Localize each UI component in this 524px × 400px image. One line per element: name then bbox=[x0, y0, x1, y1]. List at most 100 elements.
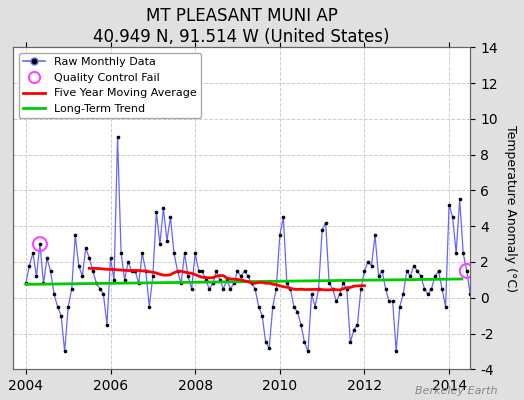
Point bbox=[261, 339, 270, 346]
Point bbox=[431, 273, 439, 280]
Point bbox=[131, 268, 139, 274]
Point bbox=[445, 202, 453, 208]
Point bbox=[85, 255, 94, 262]
Point bbox=[335, 291, 344, 297]
Point bbox=[286, 286, 294, 292]
Text: Berkeley Earth: Berkeley Earth bbox=[416, 386, 498, 396]
Point bbox=[269, 304, 277, 310]
Title: MT PLEASANT MUNI AP
40.949 N, 91.514 W (United States): MT PLEASANT MUNI AP 40.949 N, 91.514 W (… bbox=[93, 7, 390, 46]
Point bbox=[353, 322, 362, 328]
Point bbox=[163, 237, 171, 244]
Point bbox=[226, 286, 235, 292]
Point bbox=[156, 241, 164, 247]
Point bbox=[424, 291, 432, 297]
Point bbox=[325, 280, 333, 287]
Point bbox=[402, 268, 411, 274]
Point bbox=[223, 277, 231, 283]
Point bbox=[43, 255, 51, 262]
Point bbox=[106, 255, 115, 262]
Point bbox=[53, 304, 62, 310]
Point bbox=[410, 262, 418, 269]
Point bbox=[512, 309, 520, 315]
Point bbox=[297, 322, 305, 328]
Y-axis label: Temperature Anomaly (°C): Temperature Anomaly (°C) bbox=[504, 125, 517, 292]
Point bbox=[314, 286, 323, 292]
Point bbox=[32, 273, 41, 280]
Point bbox=[219, 286, 227, 292]
Point bbox=[78, 273, 86, 280]
Point bbox=[452, 250, 461, 256]
Point bbox=[177, 280, 185, 287]
Point bbox=[205, 286, 213, 292]
Point bbox=[381, 286, 390, 292]
Point bbox=[406, 273, 414, 280]
Point bbox=[279, 214, 288, 220]
Point bbox=[241, 268, 249, 274]
Point bbox=[251, 286, 259, 292]
Point bbox=[247, 280, 256, 287]
Point bbox=[202, 277, 210, 283]
Point bbox=[209, 280, 217, 287]
Point bbox=[361, 268, 369, 274]
Point bbox=[99, 291, 107, 297]
Point bbox=[159, 205, 168, 212]
Point bbox=[96, 286, 104, 292]
Point bbox=[396, 304, 404, 310]
Point bbox=[29, 250, 37, 256]
Point bbox=[311, 304, 319, 310]
Point bbox=[103, 322, 111, 328]
Point bbox=[498, 291, 506, 297]
Point bbox=[350, 327, 358, 333]
Point bbox=[293, 309, 302, 315]
Point bbox=[198, 268, 206, 274]
Point bbox=[304, 348, 312, 355]
Point bbox=[25, 262, 34, 269]
Point bbox=[385, 298, 394, 304]
Point bbox=[378, 268, 386, 274]
Point bbox=[339, 280, 347, 287]
Point bbox=[127, 268, 136, 274]
Point bbox=[501, 312, 510, 319]
Point bbox=[21, 280, 30, 287]
Point bbox=[110, 277, 118, 283]
Point bbox=[420, 286, 429, 292]
Point bbox=[194, 268, 203, 274]
Point bbox=[135, 280, 143, 287]
Point bbox=[276, 232, 284, 238]
Point bbox=[427, 286, 435, 292]
Point bbox=[343, 286, 351, 292]
Point bbox=[255, 304, 263, 310]
Point bbox=[36, 241, 44, 247]
Point bbox=[329, 286, 337, 292]
Point bbox=[152, 209, 160, 215]
Point bbox=[371, 232, 379, 238]
Point bbox=[466, 291, 474, 297]
Point bbox=[318, 226, 326, 233]
Point bbox=[82, 244, 90, 251]
Point bbox=[233, 268, 242, 274]
Point bbox=[184, 273, 192, 280]
Point bbox=[505, 322, 513, 328]
Point bbox=[237, 273, 245, 280]
Point bbox=[413, 268, 421, 274]
Point bbox=[74, 262, 83, 269]
Point bbox=[473, 116, 482, 122]
Point bbox=[36, 241, 44, 247]
Point bbox=[121, 277, 129, 283]
Point bbox=[449, 214, 457, 220]
Point bbox=[321, 220, 330, 226]
Point bbox=[494, 280, 503, 287]
Point bbox=[170, 250, 178, 256]
Point bbox=[417, 273, 425, 280]
Point bbox=[308, 291, 316, 297]
Point bbox=[463, 268, 471, 274]
Point bbox=[92, 280, 101, 287]
Point bbox=[455, 196, 464, 202]
Point bbox=[166, 214, 174, 220]
Point bbox=[516, 291, 524, 297]
Point bbox=[272, 286, 280, 292]
Point bbox=[438, 286, 446, 292]
Point bbox=[64, 304, 72, 310]
Point bbox=[46, 268, 54, 274]
Point bbox=[364, 259, 372, 265]
